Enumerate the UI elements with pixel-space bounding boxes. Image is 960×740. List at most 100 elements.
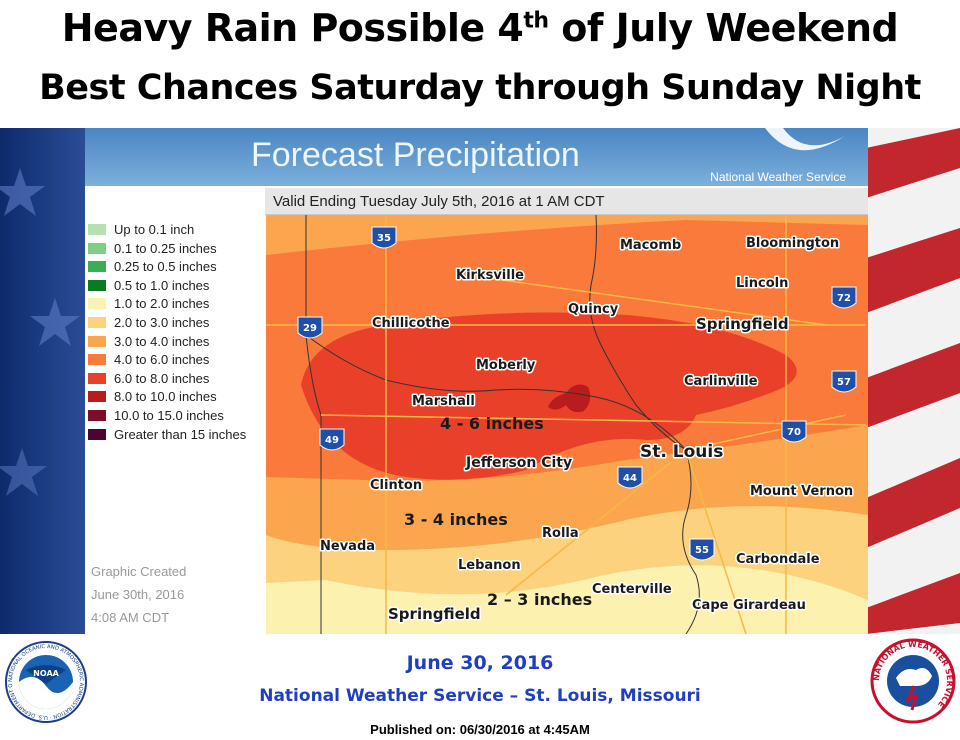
legend-label: 0.5 to 1.0 inches [114, 277, 210, 293]
interstate-shield-49: 49 [319, 428, 345, 451]
shield-number: 49 [325, 435, 339, 446]
legend-item: 1.0 to 2.0 inches [85, 294, 265, 313]
city-label: Bloomington [746, 236, 839, 251]
interstate-shield-72: 72 [831, 286, 857, 309]
mississippi-river [589, 215, 700, 634]
missouri-river [305, 334, 687, 451]
legend-item: 0.25 to 0.5 inches [85, 257, 265, 276]
headline-text: Heavy Rain Possible 4 [61, 6, 524, 50]
legend-item: 0.5 to 1.0 inches [85, 276, 265, 295]
agency-label: National Weather Service [710, 170, 846, 184]
forecast-panel: Forecast Precipitation National Weather … [85, 128, 868, 634]
city-label: Mount Vernon [750, 484, 853, 499]
shield-number: 57 [837, 377, 851, 388]
legend-swatch [88, 354, 106, 366]
zone-annotation-3-4: 3 - 4 inches [404, 510, 508, 529]
footer-date: June 30, 2016 [406, 652, 554, 674]
subheadline: Best Chances Saturday through Sunday Nig… [39, 68, 921, 108]
legend-item: 3.0 to 4.0 inches [85, 332, 265, 351]
precip-map: .city { font-family:"DejaVu Sans", sans-… [266, 215, 868, 634]
legend-swatch [88, 298, 106, 310]
header: Heavy Rain Possible 4th of July Weekend … [0, 0, 960, 128]
zone-annotation-2-3: 2 – 3 inches [487, 590, 592, 609]
legend-item: 2.0 to 3.0 inches [85, 313, 265, 332]
headline-text-end: of July Weekend [548, 6, 899, 50]
legend-label: Up to 0.1 inch [114, 222, 195, 237]
interstate-shield-44: 44 [617, 466, 643, 489]
state-border-west [305, 215, 322, 634]
shield-number: 29 [303, 323, 317, 334]
credit-line3: 4:08 AM CDT [91, 610, 170, 625]
shield-number: 72 [837, 293, 851, 304]
legend-label: 0.1 to 0.25 inches [114, 240, 217, 256]
legend: Up to 0.1 inch 0.1 to 0.25 inches 0.25 t… [85, 220, 265, 443]
legend-swatch [88, 224, 106, 235]
legend-swatch [88, 261, 106, 273]
legend-label: 6.0 to 8.0 inches [114, 370, 210, 386]
credit-line1: Graphic Created [91, 564, 187, 579]
legend-swatch [88, 279, 106, 291]
legend-item: 6.0 to 8.0 inches [85, 369, 265, 388]
footer-office: National Weather Service – St. Louis, Mi… [259, 686, 701, 706]
city-label: Cape Girardeau [692, 598, 806, 613]
city-label: Carbondale [736, 552, 820, 567]
city-label: Marshall [412, 394, 475, 409]
headline: Heavy Rain Possible 4th of July Weekend [0, 6, 960, 50]
nws-swoosh-icon [765, 128, 845, 151]
city-label: Nevada [320, 539, 375, 554]
legend-label: 1.0 to 2.0 inches [114, 296, 210, 312]
shield-number: 44 [623, 473, 637, 484]
legend-item: 8.0 to 10.0 inches [85, 387, 265, 406]
legend-label: 0.25 to 0.5 inches [114, 259, 217, 275]
published-note: Published on: 06/30/2016 at 4:45AM [370, 722, 590, 737]
city-label: St. Louis [640, 442, 723, 462]
flag-background [0, 128, 960, 634]
zone-8-10-inch [548, 384, 591, 413]
legend-swatch [88, 428, 106, 440]
interstate-shield-57: 57 [831, 370, 857, 393]
city-label: Lincoln [736, 276, 788, 291]
city-label: Rolla [542, 526, 579, 541]
legend-item: Up to 0.1 inch [85, 220, 265, 239]
legend-swatch [88, 242, 106, 254]
interstate-shield-35: 35 [371, 226, 397, 249]
legend-item: 4.0 to 6.0 inches [85, 350, 265, 369]
valid-bar: Valid Ending Tuesday July 5th, 2016 at 1… [265, 188, 868, 215]
nws-logo-icon: NATIONAL WEATHER SERVICE [870, 638, 956, 724]
legend-label: Greater than 15 inches [114, 426, 247, 442]
shield-number: 70 [787, 427, 801, 438]
noaa-label: NOAA [33, 669, 59, 678]
city-label: Quincy [568, 302, 619, 317]
city-label: Springfield [696, 315, 789, 333]
legend-label: 8.0 to 10.0 inches [114, 389, 217, 405]
city-label: Macomb [620, 238, 681, 253]
interstate-shield-29: 29 [297, 316, 323, 339]
city-label: Carlinville [684, 374, 758, 389]
legend-label: 3.0 to 4.0 inches [114, 333, 210, 349]
headline-superscript: th [523, 8, 549, 34]
legend-item: 0.1 to 0.25 inches [85, 239, 265, 258]
legend-item: 10.0 to 15.0 inches [85, 406, 265, 425]
city-label: Jefferson City [465, 455, 572, 471]
city-label: Centerville [592, 582, 672, 597]
interstate-shield-55: 55 [689, 538, 715, 561]
noaa-logo-icon: NATIONAL OCEANIC AND ATMOSPHERIC ADMINIS… [4, 640, 87, 723]
legend-swatch [88, 391, 106, 403]
valid-text: Valid Ending Tuesday July 5th, 2016 at 1… [273, 193, 605, 210]
interstate-shield-70: 70 [781, 420, 807, 443]
city-label: Clinton [370, 478, 422, 493]
legend-swatch [88, 372, 106, 384]
shield-number: 55 [695, 545, 709, 556]
city-label: Springfield [388, 605, 481, 623]
forecast-title: Forecast Precipitation [251, 136, 580, 174]
legend-label: 2.0 to 3.0 inches [114, 314, 210, 330]
credit-line2: June 30th, 2016 [91, 587, 185, 602]
city-label: Moberly [476, 358, 536, 373]
legend-swatch [88, 316, 106, 328]
legend-item: Greater than 15 inches [85, 425, 265, 444]
city-label: Kirksville [456, 268, 524, 283]
zone-6-8-inch [301, 312, 797, 480]
zone-annotation-4-6: 4 - 6 inches [440, 414, 544, 433]
city-label: Lebanon [458, 558, 521, 573]
legend-label: 4.0 to 6.0 inches [114, 352, 210, 368]
